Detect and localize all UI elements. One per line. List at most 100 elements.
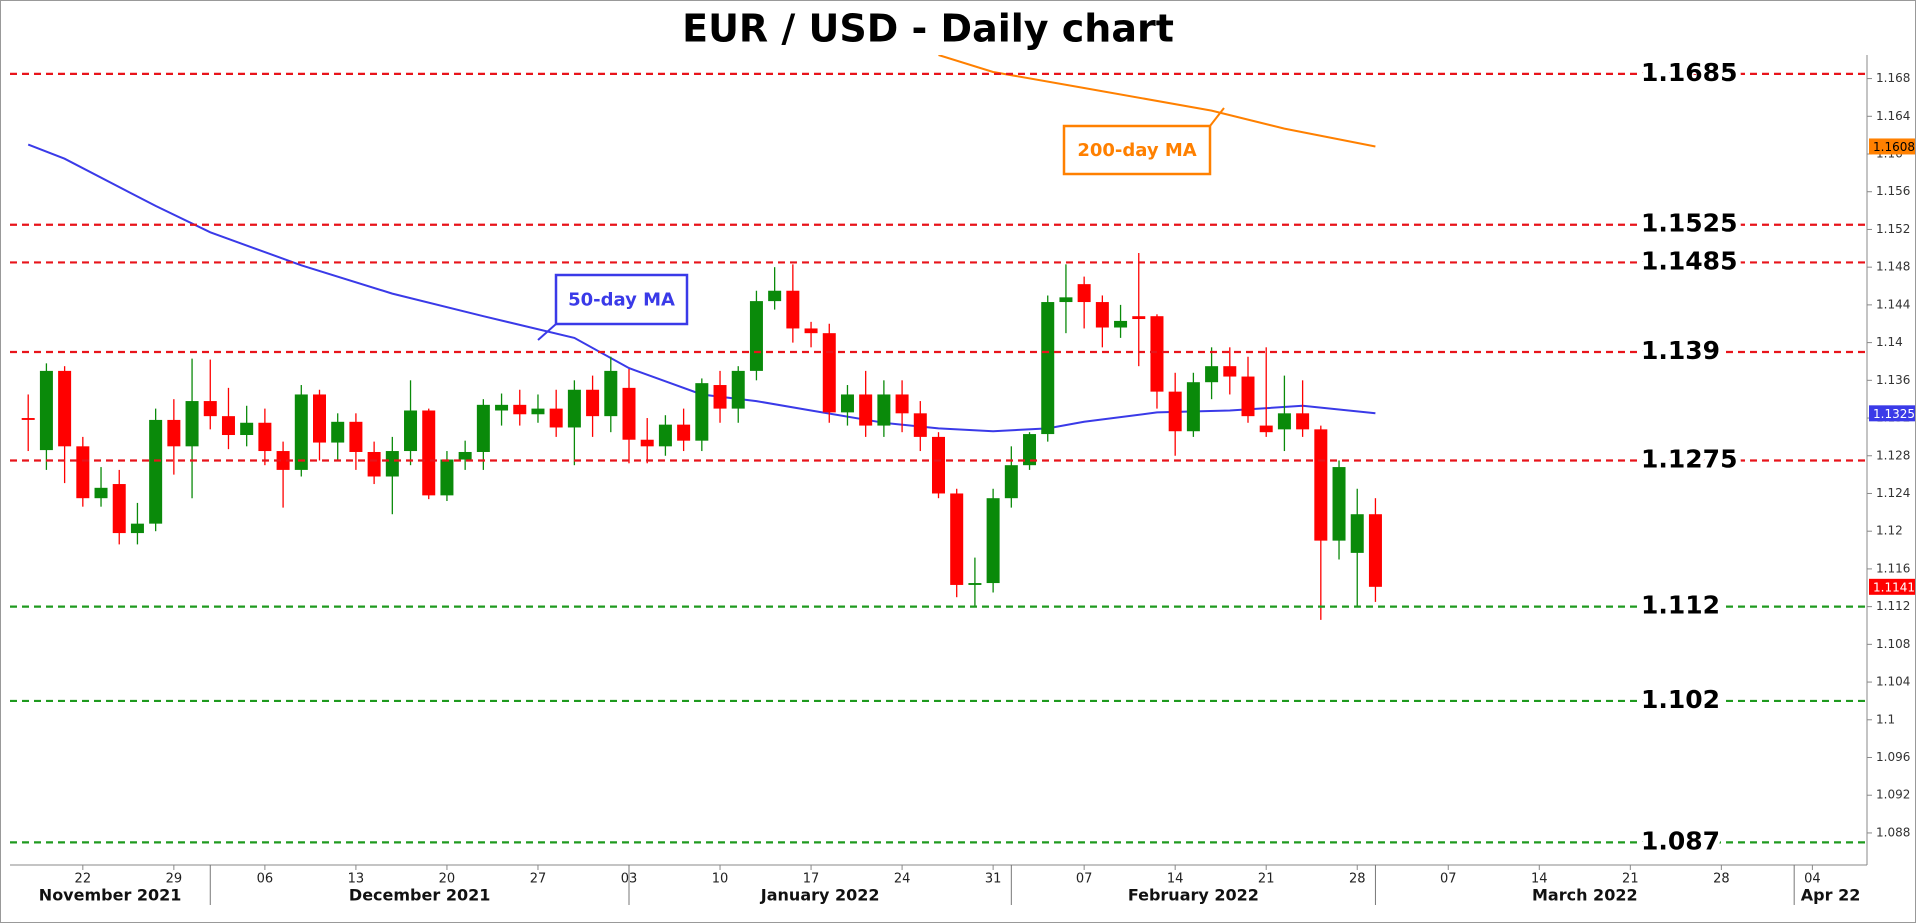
- month-label: February 2022: [1128, 886, 1259, 905]
- candle-body: [1223, 366, 1237, 377]
- x-tick-label: 21: [1258, 872, 1275, 887]
- annotation-box: [1062, 124, 1212, 176]
- y-tick-label: 1.128: [1876, 448, 1910, 462]
- candle-body: [986, 498, 1000, 584]
- moving-average: [938, 55, 1376, 148]
- candle-body: [1259, 425, 1273, 433]
- annotation-box: [554, 273, 689, 326]
- candle-body: [822, 333, 836, 413]
- y-tick-label: 1.112: [1876, 599, 1910, 613]
- y-tick-label: 1.148: [1876, 260, 1910, 274]
- y-tick-label: 1.152: [1876, 222, 1910, 236]
- candle-body: [167, 419, 181, 447]
- month-label: January 2022: [760, 886, 880, 905]
- candle-body: [1150, 316, 1164, 392]
- candle-body: [276, 451, 290, 470]
- candle-body: [21, 418, 35, 420]
- candle-body: [1059, 297, 1073, 303]
- level-label: 1.1685: [1641, 58, 1737, 87]
- y-tick-label: 1.14: [1876, 335, 1903, 349]
- candle-body: [713, 385, 727, 409]
- x-tick-label: 14: [1531, 872, 1548, 887]
- candle-body: [895, 394, 909, 414]
- level-label: 1.139: [1641, 336, 1720, 365]
- candle-body: [531, 408, 545, 415]
- candle-body: [1314, 429, 1328, 541]
- level-label: 1.1525: [1641, 209, 1737, 238]
- y-tick-label: 1.088: [1876, 825, 1910, 839]
- candle-body: [258, 422, 272, 452]
- y-tick-label: 1.1: [1876, 712, 1895, 726]
- candle-body: [1004, 465, 1018, 499]
- candle-body: [731, 370, 745, 409]
- x-tick-label: 17: [803, 872, 820, 887]
- candle-body: [440, 459, 454, 496]
- month-label: December 2021: [349, 886, 490, 905]
- y-tick-label: 1.164: [1876, 109, 1910, 123]
- x-tick-label: 13: [348, 872, 365, 887]
- x-tick-label: 24: [894, 872, 911, 887]
- plot-content: [21, 55, 1382, 620]
- x-tick-label: 21: [1622, 872, 1639, 887]
- candle-body: [476, 404, 490, 452]
- candle-body: [513, 404, 527, 415]
- candle-body: [313, 394, 326, 443]
- price-tag-label: 1.1141: [1873, 580, 1915, 594]
- price-tag-label: 1.1608: [1873, 140, 1915, 154]
- y-tick-label: 1.104: [1876, 675, 1910, 689]
- annotation-connector: [1209, 107, 1225, 127]
- candle-body: [749, 301, 763, 371]
- x-tick-label: 28: [1349, 872, 1366, 887]
- candle-body: [586, 389, 600, 417]
- x-tick-label: 07: [1076, 872, 1093, 887]
- candle-body: [658, 424, 672, 447]
- level-label: 1.1485: [1641, 246, 1737, 275]
- level-label: 1.112: [1641, 591, 1720, 620]
- candle-body: [768, 290, 782, 302]
- level-label: 1.102: [1641, 685, 1720, 714]
- x-tick-label: 20: [439, 872, 456, 887]
- candle-body: [677, 424, 691, 441]
- x-tick-label: 22: [75, 872, 92, 887]
- y-tick-label: 1.12: [1876, 524, 1903, 538]
- candle-body: [913, 413, 927, 437]
- y-tick-label: 1.144: [1876, 297, 1910, 311]
- candle-body: [1023, 434, 1037, 466]
- candle-body: [549, 408, 563, 428]
- level-label: 1.087: [1641, 826, 1720, 855]
- candle-body: [1114, 320, 1128, 328]
- x-tick-label: 14: [1167, 872, 1184, 887]
- candle-body: [804, 328, 818, 334]
- y-tick-label: 1.136: [1876, 373, 1910, 387]
- annotation-label: 50-day MA: [568, 290, 675, 311]
- candle-body: [640, 439, 654, 447]
- candle-body: [349, 421, 363, 452]
- candle-body: [622, 387, 636, 440]
- month-label: March 2022: [1532, 886, 1638, 905]
- candle-body: [786, 290, 800, 329]
- x-tick-label: 31: [985, 872, 1002, 887]
- candle-body: [458, 451, 472, 460]
- candle-body: [1241, 376, 1255, 417]
- y-tick-label: 1.096: [1876, 750, 1910, 764]
- candle-body: [112, 484, 126, 534]
- chart-title: EUR / USD - Daily chart: [682, 7, 1174, 51]
- candle-body: [877, 394, 891, 426]
- month-label: November 2021: [39, 886, 182, 905]
- candle-body: [1205, 366, 1219, 383]
- candle-body: [221, 416, 235, 436]
- candle-body: [1041, 302, 1055, 435]
- candle-body: [240, 422, 254, 436]
- moving-average: [27, 143, 1376, 433]
- x-tick-label: 06: [257, 872, 274, 887]
- candle-body: [367, 451, 381, 477]
- price-tag: [1869, 138, 1915, 155]
- x-tick-label: 10: [712, 872, 729, 887]
- candle-body: [968, 583, 982, 585]
- annotation-connector: [537, 323, 557, 341]
- candle-body: [1296, 413, 1310, 430]
- price-tag-label: 1.1325: [1873, 407, 1915, 421]
- candle-body: [404, 410, 418, 452]
- candle-body: [567, 389, 581, 428]
